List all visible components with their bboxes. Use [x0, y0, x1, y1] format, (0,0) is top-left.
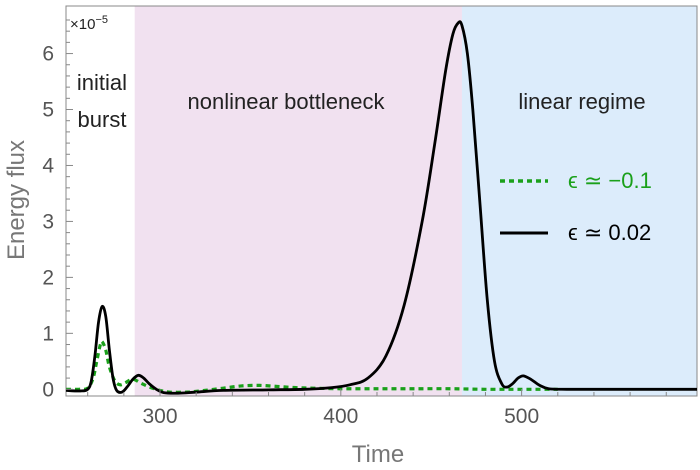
legend: ϵ ≃ −0.1 ϵ ≃ 0.02 — [500, 168, 652, 245]
y-tick-label: 6 — [42, 43, 54, 66]
legend-label: ϵ ≃ −0.1 — [568, 168, 652, 193]
x-tick-label: 500 — [504, 405, 539, 428]
y-tick-label: 4 — [42, 154, 54, 177]
region-label: linear regime — [518, 89, 645, 114]
y-tick-label: 0 — [42, 378, 54, 401]
y-multiplier-exponent: −5 — [95, 14, 108, 26]
tick-labels: 300 400 500 0 1 2 3 4 5 6 — [42, 19, 667, 428]
plot-series — [65, 20, 697, 395]
x-tick-label: 400 — [323, 405, 358, 428]
region-1 — [134, 6, 462, 396]
region-label: initial — [77, 70, 127, 95]
y-axis-title: Energy flux — [3, 140, 30, 260]
y-tick-label: 5 — [42, 99, 54, 122]
plot-frame — [65, 5, 698, 397]
x-axis-title: Time — [352, 441, 404, 468]
axis-frame — [65, 5, 698, 397]
y-tick-label: 2 — [42, 266, 54, 289]
series-line-dashed — [65, 339, 558, 394]
series-line-solid — [65, 20, 697, 395]
y-tick-label: 1 — [42, 322, 54, 345]
y-multiplier-label: ×10−5 — [70, 14, 108, 33]
x-tick-label: 300 — [142, 405, 177, 428]
region-0 — [66, 6, 135, 396]
legend-label: ϵ ≃ 0.02 — [568, 220, 651, 245]
y-tick-label: 3 — [42, 210, 54, 233]
region-2 — [461, 6, 697, 396]
region-label: nonlinear bottleneck — [188, 89, 386, 114]
regime-regions: initial burst nonlinear bottleneck linear r… — [66, 6, 697, 396]
region-label: burst — [78, 107, 127, 132]
